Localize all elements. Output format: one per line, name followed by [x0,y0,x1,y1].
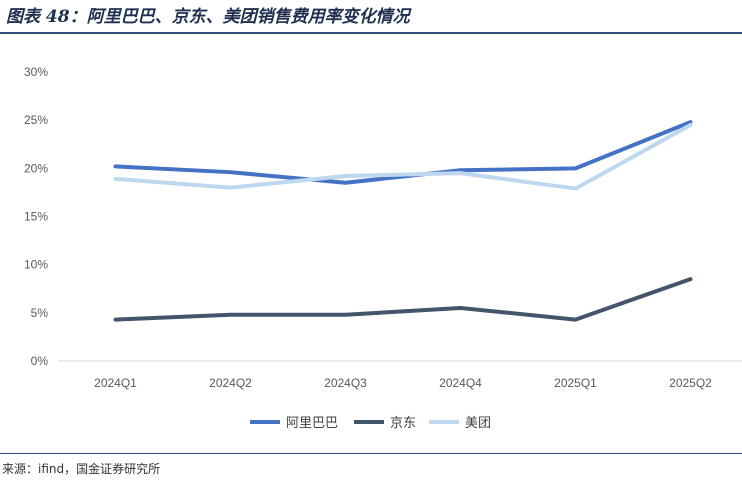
x-tick-label: 2024Q4 [439,376,482,390]
x-tick-label: 2024Q1 [94,376,137,390]
x-tick-label: 2025Q2 [669,376,712,390]
y-axis-ticks: 0% 5% 10% 15% 20% 25% 30% [24,65,48,368]
series-line-2 [113,277,693,322]
line-chart: 0%5%10%15%20%25%30% 2024Q1 2024Q2 2024Q3 20… [24,65,742,431]
x-tick-label: 2024Q2 [209,376,252,390]
series-line-3 [113,122,693,191]
series-lines [113,120,693,322]
x-tick-label: 2024Q3 [324,376,367,390]
legend: 阿里巴巴 京东 美团 [250,416,491,431]
y-tick-label: 25% [24,113,48,127]
y-tick-label: 10% [24,258,48,272]
y-tick-label: 30% [24,65,48,79]
x-tick-label: 2025Q1 [554,376,597,390]
y-tick-label: 15% [24,210,48,224]
x-axis-ticks: 2024Q1 2024Q2 2024Q3 2024Q4 2025Q1 2025Q2 [94,376,712,390]
legend-label-3: 美团 [465,416,491,431]
title-rule [0,32,742,34]
figure-title: 图表 48：阿里巴巴、京东、美团销售费用率变化情况 [6,7,410,27]
source-rule [0,453,742,454]
y-tick-label: 0% [31,354,49,368]
y-tick-label: 5% [31,306,49,320]
legend-label-1: 阿里巴巴 [286,416,338,431]
y-tick-label: 20% [24,161,48,175]
source-note: 来源：ifind，国金证券研究所 [2,462,161,476]
legend-label-2: 京东 [390,416,416,431]
